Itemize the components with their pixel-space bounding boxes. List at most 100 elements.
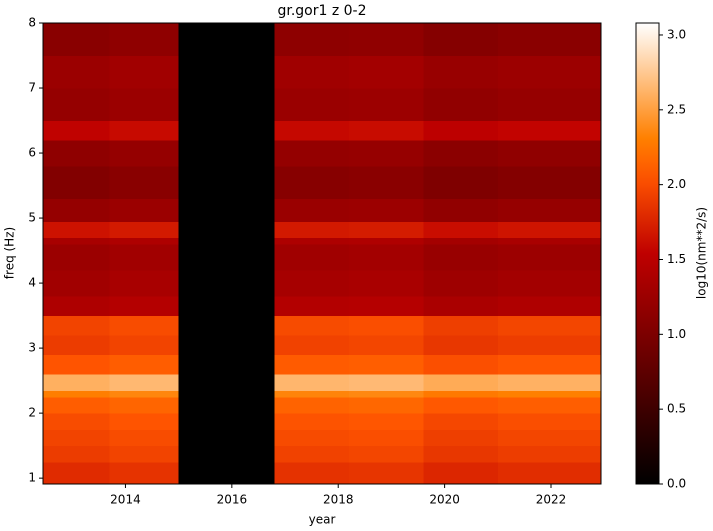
heatmap-cell bbox=[274, 296, 350, 317]
heatmap-cell bbox=[497, 120, 602, 141]
heatmap-cell bbox=[178, 55, 275, 89]
heatmap-cell bbox=[497, 270, 602, 297]
heatmap-cell bbox=[178, 88, 275, 122]
heatmap-cell bbox=[109, 354, 180, 375]
heatmap-cell bbox=[109, 413, 180, 430]
heatmap-cell bbox=[348, 244, 424, 271]
heatmap-cell bbox=[497, 445, 602, 463]
heatmap-cell bbox=[497, 396, 602, 414]
heatmap-cell bbox=[178, 413, 275, 430]
heatmap-cell bbox=[274, 55, 350, 89]
heatmap-cell bbox=[348, 374, 424, 391]
heatmap-cell bbox=[274, 198, 350, 222]
heatmap-cell bbox=[348, 237, 424, 245]
heatmap-cell bbox=[178, 396, 275, 414]
heatmap-cell bbox=[178, 445, 275, 463]
heatmap-cell bbox=[274, 374, 350, 391]
heatmap-cell bbox=[109, 55, 180, 89]
y-tick-label: 2 bbox=[28, 406, 36, 420]
heatmap-cell bbox=[423, 390, 499, 398]
heatmap-cell bbox=[348, 140, 424, 167]
heatmap-cell bbox=[423, 461, 499, 485]
heatmap-cell bbox=[423, 429, 499, 447]
heatmap-cell bbox=[109, 270, 180, 297]
heatmap-cell bbox=[423, 396, 499, 414]
heatmap-cell bbox=[348, 429, 424, 447]
heatmap-cell bbox=[43, 445, 110, 463]
heatmap-cell bbox=[497, 413, 602, 430]
heatmap-cell bbox=[423, 140, 499, 167]
heatmap-cell bbox=[109, 296, 180, 317]
heatmap-cell bbox=[178, 354, 275, 375]
y-tick-label: 7 bbox=[28, 81, 36, 95]
x-tick-label: 2020 bbox=[429, 493, 460, 507]
colorbar-tick-label: 1.0 bbox=[667, 327, 686, 341]
heatmap-cell bbox=[497, 390, 602, 398]
heatmap-cell bbox=[43, 396, 110, 414]
heatmap-cell bbox=[109, 237, 180, 245]
heatmap-cell bbox=[178, 23, 275, 57]
heatmap-cell bbox=[497, 354, 602, 375]
heatmap-cell bbox=[178, 270, 275, 297]
heatmap-cell bbox=[497, 244, 602, 271]
x-axis-label: year bbox=[309, 513, 336, 527]
heatmap-cell bbox=[274, 221, 350, 239]
heatmap-cell bbox=[348, 413, 424, 430]
y-tick-label: 8 bbox=[28, 16, 36, 30]
heatmap-cell bbox=[423, 221, 499, 239]
heatmap-cell bbox=[423, 445, 499, 463]
heatmap-cell bbox=[423, 315, 499, 336]
heatmap-cell bbox=[109, 315, 180, 336]
heatmap-cell bbox=[43, 315, 110, 336]
heatmap-cell bbox=[274, 166, 350, 200]
heatmap-cell bbox=[109, 335, 180, 356]
heatmap-cell bbox=[274, 413, 350, 430]
heatmap-cell bbox=[178, 390, 275, 398]
heatmap-cell bbox=[43, 270, 110, 297]
heatmap-cell bbox=[109, 244, 180, 271]
heatmap-cell bbox=[423, 55, 499, 89]
heatmap-cell bbox=[348, 390, 424, 398]
heatmap-cell bbox=[178, 461, 275, 485]
heatmap-cell bbox=[348, 88, 424, 122]
heatmap-cell bbox=[109, 429, 180, 447]
heatmap-cell bbox=[497, 315, 602, 336]
plot-frame bbox=[42, 22, 602, 485]
colorbar-tick-label: 0.5 bbox=[667, 402, 686, 416]
heatmap-cell bbox=[43, 221, 110, 239]
heatmap-cell bbox=[348, 120, 424, 141]
y-tick-label: 6 bbox=[28, 146, 36, 160]
heatmap-cell bbox=[43, 461, 110, 485]
heatmap-cell bbox=[178, 140, 275, 167]
heatmap-cell bbox=[497, 88, 602, 122]
heatmap-cell bbox=[43, 429, 110, 447]
colorbar-tick-label: 2.5 bbox=[667, 102, 686, 116]
heatmap-cell bbox=[423, 374, 499, 391]
heatmap-cell bbox=[423, 296, 499, 317]
heatmap-cell bbox=[178, 237, 275, 245]
heatmap-cell bbox=[348, 396, 424, 414]
x-tick-label: 2022 bbox=[536, 493, 567, 507]
heatmap-cell bbox=[43, 166, 110, 200]
heatmap-cell bbox=[348, 445, 424, 463]
heatmap-cell bbox=[109, 461, 180, 485]
heatmap-cell bbox=[497, 198, 602, 222]
heatmap-cell bbox=[109, 445, 180, 463]
heatmap-cell bbox=[348, 354, 424, 375]
heatmap-cell bbox=[423, 198, 499, 222]
heatmap-cell bbox=[497, 237, 602, 245]
colorbar-label: log10(nm**2/s) bbox=[695, 207, 709, 299]
colorbar-tick-label: 1.5 bbox=[667, 252, 686, 266]
heatmap-cell bbox=[348, 270, 424, 297]
heatmap-cell bbox=[43, 374, 110, 391]
heatmap-cell bbox=[274, 396, 350, 414]
heatmap-cell bbox=[423, 270, 499, 297]
heatmap-cell bbox=[43, 237, 110, 245]
heatmap-cell bbox=[274, 120, 350, 141]
heatmap-cell bbox=[178, 335, 275, 356]
heatmap-cell bbox=[178, 244, 275, 271]
heatmap-cell bbox=[274, 88, 350, 122]
heatmap-cell bbox=[43, 335, 110, 356]
y-tick-label: 3 bbox=[28, 341, 36, 355]
